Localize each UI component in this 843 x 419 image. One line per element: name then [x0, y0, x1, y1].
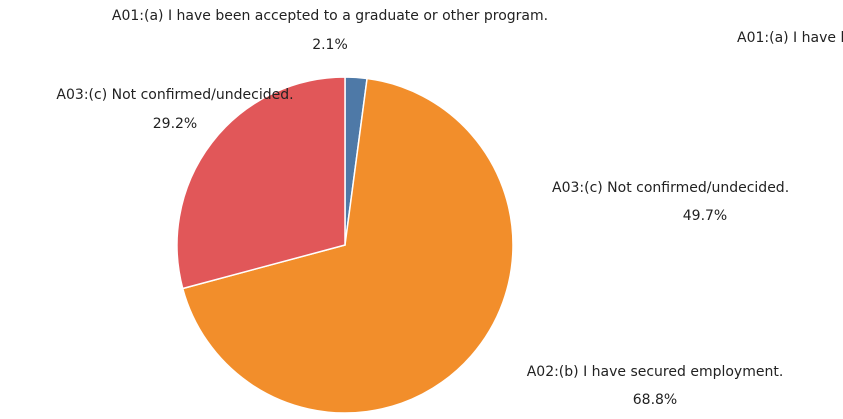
slice-label: A03:(c) Not confirmed/undecided.: [552, 180, 789, 196]
slice-value-label: 2.1%: [312, 37, 348, 53]
slice-label: A03:(c) Not confirmed/undecided.: [56, 87, 293, 103]
slice-value-label: 29.2%: [153, 116, 197, 132]
slice-value-label: 49.7%: [683, 208, 727, 224]
slice-label: A01:(a) I have been accepted to a gradua…: [737, 30, 843, 46]
pie-slice: [181, 77, 514, 414]
slice-label: A01:(a) I have been accepted to a gradua…: [112, 8, 548, 24]
pie-slice: [176, 76, 346, 290]
slice-value-label: 68.8%: [633, 392, 677, 408]
slice-label: A02:(b) I have secured employment.: [527, 364, 784, 380]
